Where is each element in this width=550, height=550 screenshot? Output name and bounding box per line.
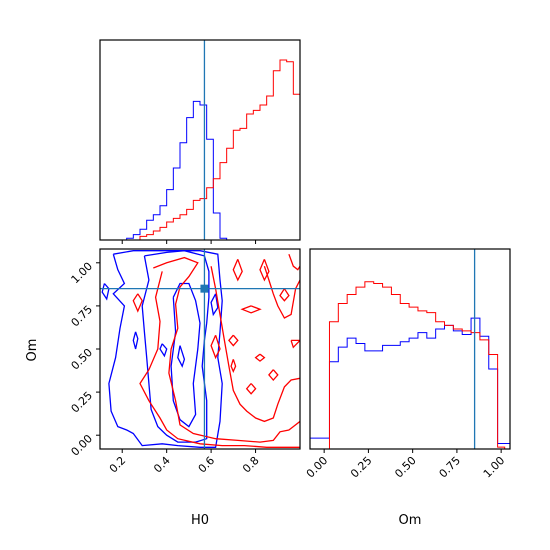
- h0-histogram-blue: [100, 100, 300, 240]
- red-contour-9: [245, 383, 257, 395]
- x-axis-label-h0: H0: [191, 513, 209, 528]
- red-contour-12: [230, 359, 237, 374]
- om-y-tick-label: 0.75: [69, 303, 96, 330]
- blue-contour-1: [141, 250, 210, 443]
- red-contour-0: [153, 256, 300, 443]
- blue-contour-7: [210, 293, 219, 317]
- h0-tick-label: 0.6: [196, 454, 218, 476]
- y-axis-label-om: Om: [25, 339, 40, 362]
- blue-contour-4: [159, 343, 168, 358]
- red-contour-5: [232, 259, 243, 282]
- om-histogram-panel: 0.00 0.25 0.50 0.75 1.00: [304, 248, 511, 481]
- red-contour-3: [263, 265, 300, 319]
- truth-marker: [200, 284, 209, 293]
- blue-contour-0: [108, 250, 223, 448]
- h0-tick-label: 0.4: [151, 454, 173, 476]
- blue-contour-6: [101, 283, 110, 301]
- om-y-tick-label: 0.00: [69, 432, 96, 459]
- red-contour-2: [210, 266, 300, 423]
- red-contour-14: [132, 293, 143, 313]
- om-x-tick-label: 0.50: [392, 454, 419, 481]
- red-contour-15: [210, 334, 221, 360]
- om-y-tick-label: 1.00: [69, 260, 96, 287]
- h0-histogram-frame: [99, 39, 301, 241]
- h0-tick-label: 0.8: [240, 454, 262, 476]
- red-contour-16: [279, 288, 290, 302]
- h0-histogram-red: [100, 59, 300, 240]
- red-contour-1: [139, 271, 300, 448]
- red-contour-4: [288, 253, 300, 271]
- h0-om-contour-panel: 0.2 0.4 0.6 0.8 0.00 0.25 0.50 0.75 1.00: [69, 248, 301, 476]
- blue-contour-2: [170, 282, 201, 428]
- om-y-tick-label: 0.25: [69, 389, 96, 416]
- red-contour-10: [228, 334, 239, 347]
- h0-tick-label: 0.2: [107, 454, 129, 476]
- red-contour-6: [259, 259, 270, 282]
- om-histogram-frame: [309, 248, 511, 450]
- om-histogram-red: [310, 281, 510, 449]
- blue-contour-3: [177, 345, 186, 368]
- red-contour-13: [290, 339, 300, 349]
- om-x-tick-label: 0.00: [304, 454, 331, 481]
- om-x-tick-label: 0.25: [348, 454, 375, 481]
- red-contour-11: [268, 369, 279, 381]
- blue-contour-5: [132, 331, 139, 350]
- om-y-tick-label: 0.50: [69, 346, 96, 373]
- om-x-tick-label: 0.75: [437, 454, 464, 481]
- h0-histogram-panel: [99, 39, 301, 244]
- x-axis-label-om: Om: [399, 513, 422, 528]
- red-contour-7: [240, 305, 262, 314]
- red-contour-8: [254, 353, 266, 362]
- om-x-tick-label: 1.00: [481, 454, 508, 481]
